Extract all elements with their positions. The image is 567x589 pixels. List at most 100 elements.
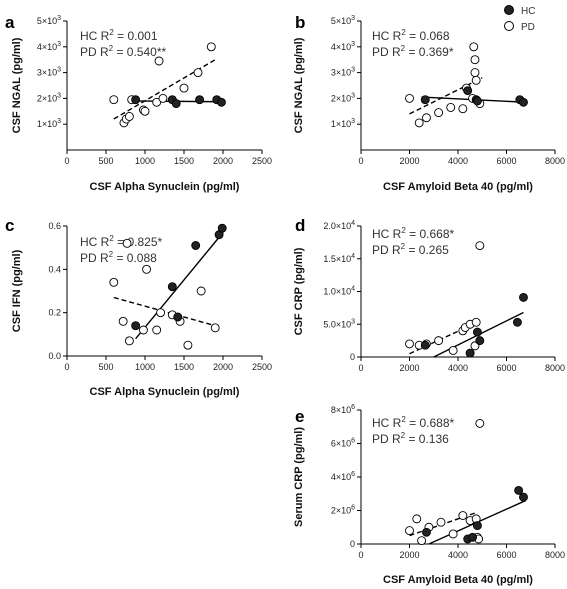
x-axis-title-b: CSF Amyloid Beta 40 (pg/ml) (383, 181, 533, 193)
data-point-pd-e (475, 418, 485, 428)
data-point-hc-a (195, 95, 205, 105)
data-point-hc-c (173, 312, 183, 322)
x-tick-label-e: 8000 (545, 550, 565, 560)
data-point-pd-e (448, 529, 458, 539)
data-point-pd-a (193, 68, 203, 78)
panel-c: c 0 500 1000 1500 2000 2500 0.0 0.2 0.4 0.6 CSF IFN… (5, 216, 272, 398)
x-axis-title-a: CSF Alpha Synuclein (pg/ml) (90, 181, 240, 193)
y-tick-label-e: 6×106 (331, 438, 355, 449)
y-tick-label-e: 2×106 (331, 505, 355, 516)
x-tick-label-d: 2000 (399, 363, 419, 373)
stat-annotation-c: HC R2 = 0.825* (80, 234, 163, 249)
data-point-pd-c (138, 325, 148, 335)
x-tick-label-d: 8000 (545, 363, 565, 373)
panel-b: b 0 2000 4000 6000 8000 1×103 2×103 3×103 4×103 5×… (293, 13, 565, 193)
x-tick-label-a: 500 (98, 156, 113, 166)
data-point-pd-e (436, 517, 446, 527)
data-point-hc-d (420, 340, 430, 350)
y-tick-label-e: 4×106 (331, 471, 355, 482)
x-tick-label-b: 0 (358, 156, 363, 166)
data-point-pd-e (417, 536, 427, 546)
data-point-hc-b (463, 86, 473, 96)
x-tick-label-a: 1500 (174, 156, 194, 166)
data-point-pd-c (210, 323, 220, 333)
data-point-pd-b (414, 118, 424, 128)
data-point-pd-c (124, 336, 134, 346)
stat-annotation-d: HC R2 = 0.668* (372, 226, 455, 241)
panel-d: d 0 2000 4000 6000 8000 0 5.0×103 1.0×104 1.5×104… (293, 216, 565, 373)
data-point-pd-d (475, 241, 485, 251)
data-point-pd-a (206, 42, 216, 52)
y-tick-label-c: 0.0 (48, 351, 61, 361)
panel-letter-b: b (295, 13, 305, 32)
data-point-pd-d (448, 346, 458, 355)
stat-annotation-a: HC R2 = 0.001 (80, 28, 158, 43)
data-point-pd-d (434, 336, 444, 346)
panel-letter-c: c (5, 216, 14, 235)
data-point-pd-b (422, 113, 431, 123)
data-point-pd-b (434, 108, 444, 118)
x-tick-label-e: 4000 (448, 550, 468, 560)
x-tick-label-c: 500 (98, 362, 113, 372)
y-tick-label-a: 5×103 (37, 15, 61, 26)
y-tick-label-c: 0.2 (48, 308, 61, 318)
stat-annotation-b: HC R2 = 0.068 (372, 28, 450, 43)
y-tick-label-a: 2×103 (37, 92, 61, 103)
data-point-pd-a (140, 106, 150, 116)
data-point-hc-d (475, 336, 485, 346)
y-tick-label-b: 2×103 (331, 92, 355, 103)
y-axis-title-d: CSF CRP (pg/ml) (293, 247, 305, 335)
stat-annotation-e: HC R2 = 0.688* (372, 415, 455, 430)
x-tick-label-e: 2000 (399, 550, 419, 560)
legend-marker-hc (504, 5, 514, 15)
data-point-pd-b (458, 104, 468, 114)
y-tick-label-e: 0 (350, 539, 355, 549)
data-point-pd-c (109, 277, 119, 287)
legend: HC PD (504, 5, 535, 33)
data-point-hc-d (465, 348, 475, 358)
legend-marker-pd (504, 21, 514, 31)
x-axis-title-c: CSF Alpha Synuclein (pg/ml) (90, 386, 240, 398)
data-point-pd-a (124, 112, 134, 121)
x-tick-label-a: 0 (64, 156, 69, 166)
data-point-hc-b (472, 96, 482, 106)
data-point-pd-b (469, 42, 479, 52)
y-axis-title-b: CSF NGAL (pg/ml) (293, 37, 305, 133)
data-point-pd-a (154, 56, 164, 66)
y-tick-label-d: 5.0×103 (323, 318, 355, 329)
data-point-pd-c (142, 264, 152, 274)
y-axis-title-c: CSF IFN (pg/ml) (11, 249, 23, 332)
panel-e: e 0 2000 4000 6000 8000 0 2×106 4×106 6×106 8×106 S… (293, 404, 565, 586)
y-tick-label-b: 4×103 (331, 41, 355, 52)
panel-a: a 0 500 1000 1500 2000 2500 1×103 2×103 3×103 4×10… (5, 13, 272, 193)
data-point-hc-c (131, 321, 141, 331)
data-point-pd-a (152, 97, 162, 107)
data-point-hc-c (191, 241, 201, 250)
data-point-pd-c (122, 238, 132, 248)
x-tick-label-b: 8000 (545, 156, 565, 166)
stat-annotation-d: PD R2 = 0.265 (372, 242, 449, 257)
y-axis-title-a: CSF NGAL (pg/ml) (11, 37, 23, 133)
x-tick-label-d: 6000 (496, 363, 516, 373)
x-tick-label-e: 0 (358, 550, 363, 560)
data-point-hc-d (472, 327, 482, 337)
data-point-pd-c (196, 286, 206, 296)
panel-letter-e: e (295, 407, 304, 426)
data-point-pd-b (405, 93, 414, 103)
x-tick-label-a: 2000 (213, 156, 233, 166)
x-tick-label-d: 0 (358, 363, 363, 373)
y-tick-label-a: 4×103 (37, 41, 61, 52)
data-point-pd-a (109, 95, 119, 105)
data-point-hc-e (468, 532, 477, 542)
y-tick-label-b: 1×103 (331, 118, 355, 129)
fit-line-hc-c (135, 232, 224, 340)
fit-line-pd-b (409, 77, 483, 115)
y-tick-label-c: 0.6 (48, 221, 61, 231)
data-point-hc-b (420, 95, 430, 105)
data-point-hc-e (514, 485, 524, 495)
x-axis-title-e: CSF Amyloid Beta 40 (pg/ml) (383, 574, 533, 586)
data-point-pd-e (412, 514, 422, 524)
x-tick-label-c: 2500 (252, 362, 272, 372)
y-axis-title-e: Serum CRP (pg/ml) (293, 427, 305, 527)
y-tick-label-b: 3×103 (331, 67, 355, 78)
